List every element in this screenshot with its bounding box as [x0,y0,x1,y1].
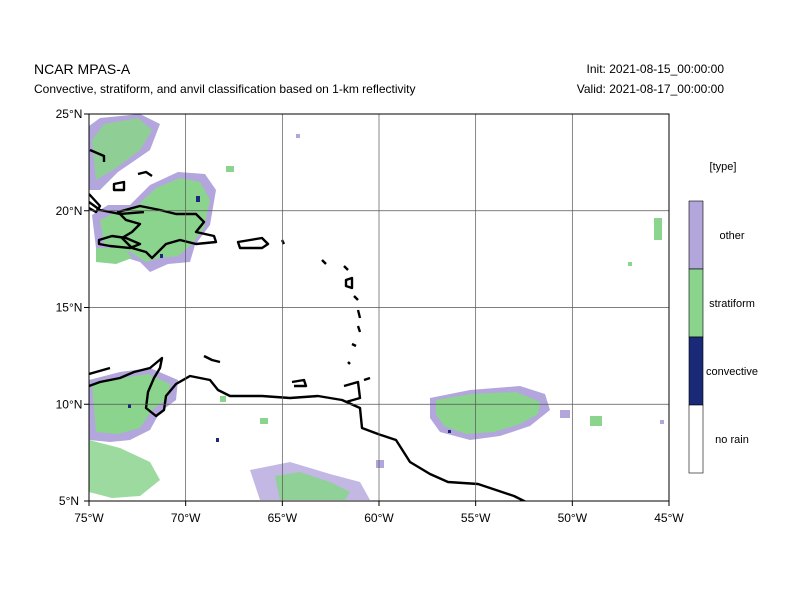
field-dot [220,396,226,402]
coast-abc [203,354,221,364]
field-strat-sa2 [89,440,160,498]
field-dot [376,460,384,468]
coast-gulf-coast [89,201,145,216]
lat-tick-label: 15°N [56,301,83,315]
init-time: Init: 2021-08-15_00:00:00 [586,62,724,76]
field-dot [226,166,234,172]
legend-title: [type] [710,161,737,173]
lon-tick-label: 65°W [268,511,298,525]
lon-tick-label: 70°W [171,511,201,525]
lat-tick-label: 25°N [56,107,83,121]
coast-leeward-4 [344,276,354,290]
field-dot [628,262,632,266]
coast-leeward-8 [351,342,357,348]
coast-bahamas-1 [89,148,106,162]
coast-jamaica [97,234,142,250]
coast-leeward-6 [356,309,362,319]
coast-puerto-rico [236,236,270,250]
coast-sa-west [89,366,111,376]
lon-tick-label: 55°W [461,511,491,525]
field-convective [196,196,200,202]
lon-tick-label: 50°W [558,511,588,525]
plot-subtitle: Convective, stratiform, and anvil classi… [34,82,416,96]
coast-bahamas-2 [112,180,126,192]
coast-leeward-7 [356,325,362,333]
legend-swatch-stratiform [688,268,704,338]
field-convective [216,438,219,442]
lat-tick-label: 20°N [56,204,83,218]
field-dot [654,218,662,240]
legend-swatch-no-rain [688,404,704,474]
coast-leeward-2 [321,259,327,265]
coast-tobago [363,376,371,382]
legend-label-no-rain: no rain [715,434,749,446]
lat-tick-label: 5°N [59,494,79,508]
legend-swatch-other [688,200,704,270]
field-dot [590,416,602,426]
legend-label-other: other [719,230,744,242]
lon-tick-label: 75°W [74,511,104,525]
gridlines [89,114,669,501]
legend-swatch-convective [688,336,704,406]
coast-leeward-5 [353,295,359,301]
precipitation-field [89,114,664,500]
coastlines [89,148,527,501]
field-dot [560,410,570,418]
field-strat-cuba-east [96,248,132,264]
coast-margarita [291,378,308,388]
field-strat-itcz [436,392,540,434]
coast-trinidad [343,380,362,404]
legend-label-convective: convective [706,366,758,378]
legend-label-stratiform: stratiform [709,298,755,310]
legend: [type] other stratiform convective no rain [688,161,758,474]
field-convective [128,404,131,408]
field-dot [260,418,268,424]
field-convective [448,430,451,433]
valid-time: Valid: 2021-08-17_00:00:00 [576,82,724,96]
field-dot [660,420,664,424]
coast-bahamas-3 [137,170,153,177]
lon-tick-label: 45°W [654,511,684,525]
plot-title: NCAR MPAS-A [34,61,131,77]
coast-leeward-3 [343,265,349,271]
field-convective [160,254,163,258]
coast-hispaniola [116,204,218,260]
axes: 75°W 70°W 65°W 60°W 55°W 50°W 45°W 5°N 10°N 15°N 2… [56,107,685,525]
coast-sa-mainland [89,356,527,501]
lat-tick-label: 10°N [56,397,83,411]
coast-leeward-9 [347,361,351,365]
field-strat-sa3 [275,472,350,500]
field-dot [296,134,300,138]
field-strat-bahamas [92,118,152,180]
lon-tick-label: 60°W [364,511,394,525]
